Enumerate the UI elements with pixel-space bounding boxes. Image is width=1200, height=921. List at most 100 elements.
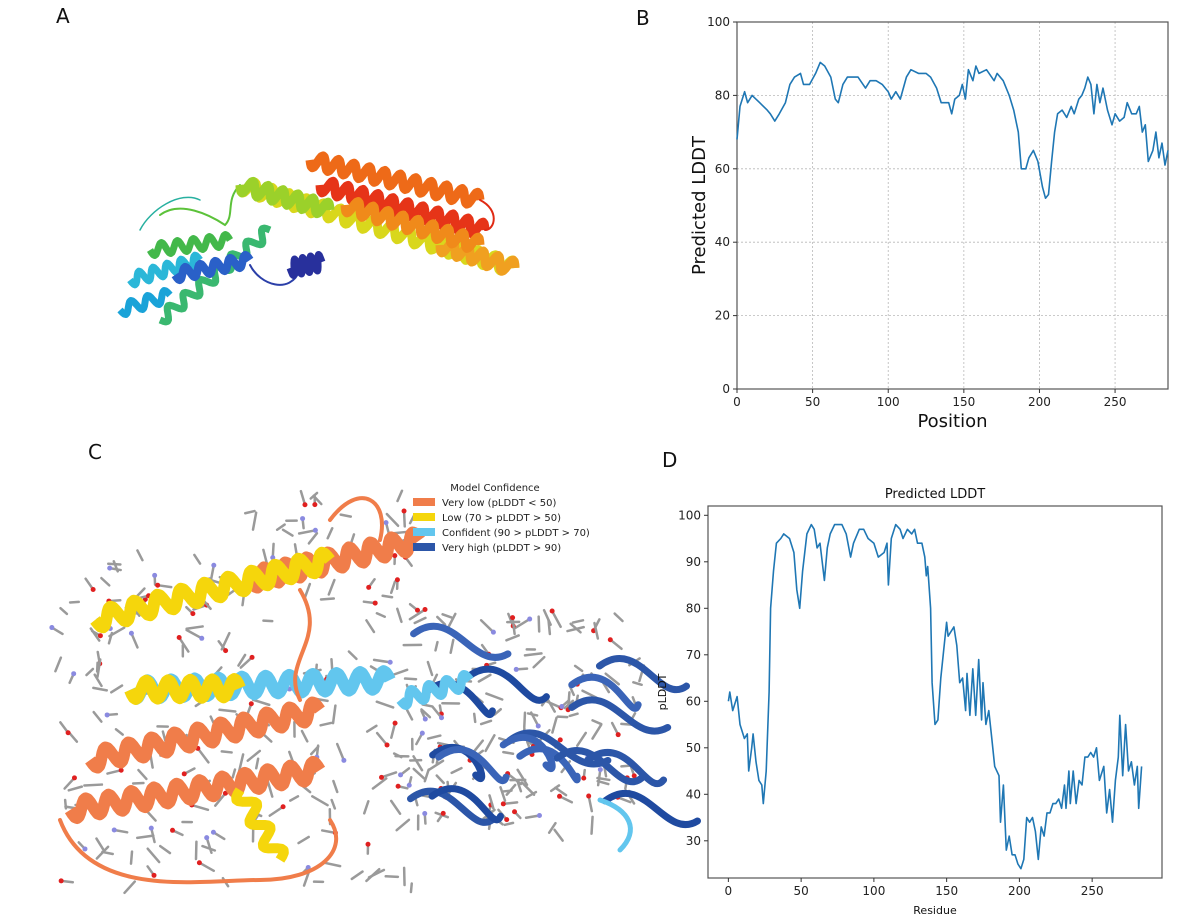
coil-segment bbox=[601, 790, 701, 828]
side-chain-stick bbox=[547, 618, 552, 636]
atom bbox=[392, 553, 398, 559]
side-chain-stick bbox=[114, 728, 124, 736]
helix-segment bbox=[340, 197, 485, 253]
side-chain-stick bbox=[309, 491, 319, 500]
side-chain-stick bbox=[237, 753, 245, 773]
atom bbox=[97, 633, 103, 639]
y-tick-label: 100 bbox=[678, 508, 701, 522]
side-chain-stick bbox=[251, 698, 271, 707]
legend-swatch bbox=[413, 498, 435, 506]
side-chain-stick bbox=[434, 640, 439, 652]
atom bbox=[366, 584, 372, 590]
atom bbox=[557, 793, 563, 799]
side-chain-stick bbox=[576, 731, 587, 747]
atom bbox=[440, 810, 446, 816]
atom bbox=[607, 637, 613, 643]
x-tick-label: 200 bbox=[1028, 395, 1051, 409]
side-chain-stick bbox=[322, 861, 342, 868]
helix-segment bbox=[235, 176, 335, 219]
side-chain-stick bbox=[485, 692, 504, 701]
atom bbox=[170, 827, 176, 833]
coil-segment bbox=[568, 696, 672, 735]
side-chain-stick bbox=[537, 615, 541, 633]
side-chain-stick bbox=[54, 656, 63, 673]
atom bbox=[419, 730, 425, 736]
side-chain-stick bbox=[390, 721, 397, 739]
x-axis-label: Position bbox=[917, 411, 987, 432]
panel-label-c: C bbox=[88, 440, 102, 464]
side-chain-stick bbox=[403, 677, 418, 681]
side-chain-stick bbox=[405, 708, 414, 721]
side-chain-stick bbox=[375, 731, 389, 747]
side-chain-stick bbox=[92, 710, 103, 723]
atom bbox=[248, 701, 254, 707]
side-chain-stick bbox=[59, 606, 69, 616]
side-chain-stick bbox=[375, 611, 386, 618]
helix-segment bbox=[85, 696, 325, 774]
atom bbox=[312, 527, 318, 533]
atom bbox=[439, 715, 445, 721]
side-chain-stick bbox=[499, 786, 507, 802]
side-chain-stick bbox=[254, 757, 260, 770]
coil-segment bbox=[406, 787, 498, 826]
atom bbox=[500, 801, 506, 807]
side-chain-stick bbox=[479, 719, 493, 726]
model-confidence-legend: Model Confidence Very low (pLDDT < 50) L… bbox=[413, 483, 590, 554]
side-chain-stick bbox=[205, 836, 213, 855]
coil-segment bbox=[435, 746, 510, 785]
side-chain-stick bbox=[395, 818, 411, 832]
atom bbox=[118, 767, 124, 773]
atom bbox=[372, 600, 378, 606]
x-tick-label: 100 bbox=[862, 884, 885, 898]
side-chain-stick bbox=[112, 560, 119, 573]
plot-frame bbox=[736, 21, 1169, 390]
atom bbox=[111, 827, 117, 833]
atom bbox=[104, 712, 110, 718]
x-tick-label: 150 bbox=[952, 395, 975, 409]
y-tick-label: 60 bbox=[715, 162, 730, 176]
side-chain-stick bbox=[551, 716, 558, 734]
atom bbox=[384, 742, 390, 748]
side-chain-stick bbox=[275, 523, 286, 531]
atom bbox=[280, 804, 286, 810]
side-chain-stick bbox=[350, 870, 364, 881]
coil-segment bbox=[139, 196, 201, 231]
coil-segment bbox=[595, 655, 691, 694]
side-chain-stick bbox=[488, 794, 495, 810]
side-chain-stick bbox=[543, 699, 563, 709]
atom bbox=[394, 577, 400, 583]
x-tick-label: 200 bbox=[1008, 884, 1031, 898]
side-chain-stick bbox=[396, 607, 403, 624]
side-chain-stick bbox=[613, 612, 624, 623]
side-chain-stick bbox=[196, 747, 210, 764]
side-chain-stick bbox=[571, 619, 585, 624]
side-chain-stick bbox=[447, 612, 457, 628]
panel-label-b: B bbox=[636, 6, 650, 30]
atom bbox=[365, 841, 371, 847]
coil-segment bbox=[479, 199, 495, 231]
y-tick-label: 40 bbox=[715, 235, 730, 249]
side-chain-stick bbox=[529, 711, 540, 728]
atom bbox=[71, 775, 77, 781]
legend-label: Low (70 > pLDDT > 50) bbox=[442, 513, 561, 524]
legend-item-confident: Confident (90 > pLDDT > 70) bbox=[413, 528, 590, 539]
legend-title: Model Confidence bbox=[450, 483, 539, 494]
side-chain-stick bbox=[389, 799, 402, 815]
side-chain-stick bbox=[67, 785, 84, 792]
atom bbox=[204, 835, 210, 841]
side-chain-stick bbox=[479, 619, 495, 634]
helix-segment bbox=[305, 151, 485, 209]
side-chain-stick bbox=[331, 704, 337, 725]
side-chain-stick bbox=[330, 798, 337, 810]
side-chain-stick bbox=[311, 795, 329, 807]
y-tick-label: 90 bbox=[686, 555, 701, 569]
coil-segment bbox=[293, 588, 312, 702]
side-chain-stick bbox=[83, 783, 104, 787]
legend-label: Very high (pLDDT > 90) bbox=[442, 543, 561, 554]
side-chain-stick bbox=[590, 815, 594, 835]
plot-frame bbox=[707, 505, 1163, 879]
atom bbox=[341, 757, 347, 763]
y-tick-label: 80 bbox=[715, 88, 730, 102]
atom bbox=[615, 732, 621, 738]
